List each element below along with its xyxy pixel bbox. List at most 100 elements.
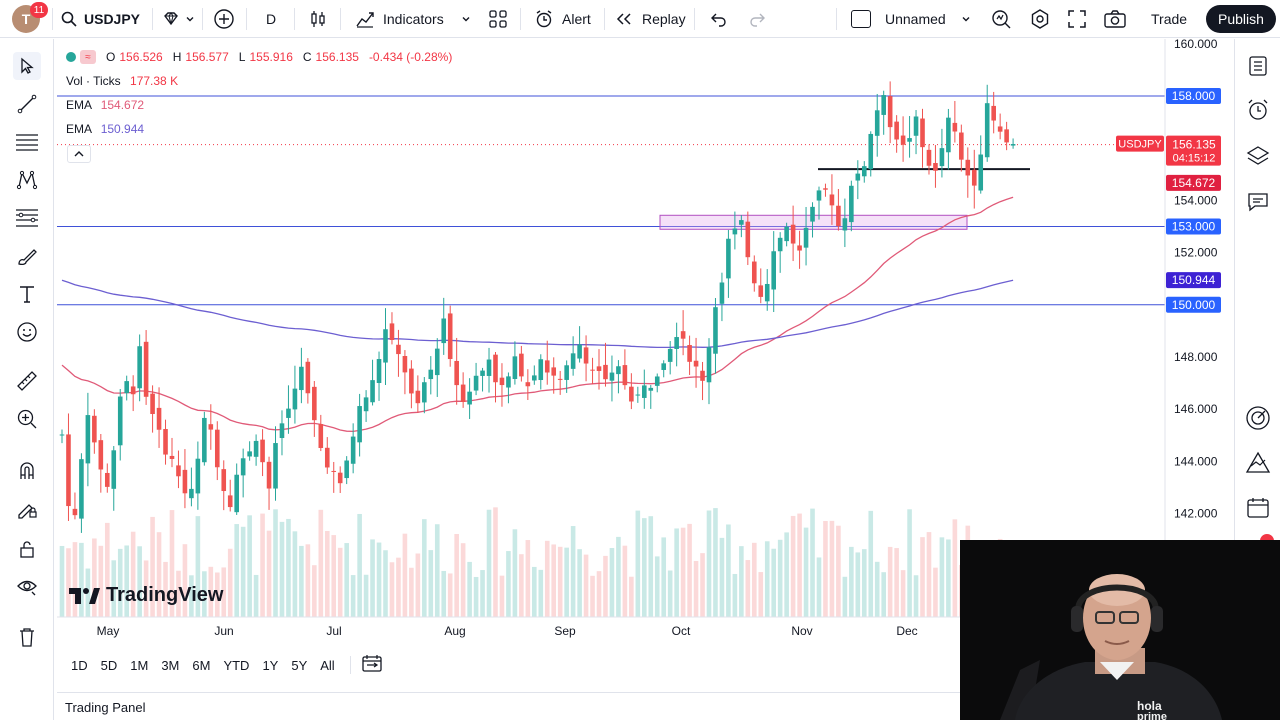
technicals-button[interactable] <box>1244 404 1272 432</box>
redo-button[interactable] <box>747 0 767 38</box>
trade-button[interactable]: Trade <box>1151 11 1188 27</box>
publish-button[interactable]: Publish <box>1206 5 1276 33</box>
text-tool[interactable] <box>13 280 41 308</box>
volume-bar <box>849 546 854 617</box>
candle <box>887 96 893 128</box>
object-tree-button[interactable] <box>1244 142 1272 170</box>
candle <box>447 313 453 360</box>
replay-button[interactable]: Replay <box>614 0 686 38</box>
volume-bar <box>370 539 375 617</box>
candle <box>370 380 375 403</box>
emoji-tool[interactable] <box>13 318 41 346</box>
timeframe-ytd[interactable]: YTD <box>223 657 250 673</box>
candle <box>156 407 162 430</box>
volume-bar <box>590 575 595 617</box>
settings-button[interactable] <box>1029 0 1051 38</box>
volume-bar <box>764 541 770 617</box>
horizontal-lines-tool[interactable] <box>13 128 41 156</box>
watchlist-button[interactable] <box>1244 52 1272 80</box>
volume-bar <box>544 540 550 617</box>
volume-label: Vol · Ticks <box>66 74 121 88</box>
indicators-dropdown[interactable] <box>460 0 472 38</box>
candle <box>227 495 233 508</box>
layout-menu[interactable]: Unnamed <box>851 0 972 38</box>
month-tick: Nov <box>791 624 812 638</box>
timeframe-5d[interactable]: 5D <box>100 657 118 673</box>
market-open-dot <box>66 52 76 62</box>
volume-bar <box>480 570 485 617</box>
lock-drawings-tool[interactable] <box>13 535 41 563</box>
timeframe-1m[interactable]: 1M <box>130 657 149 673</box>
candle <box>486 359 492 376</box>
symbol-search[interactable]: USDJPY <box>60 0 140 38</box>
chat-icon <box>1248 193 1268 212</box>
undo-icon <box>711 13 726 27</box>
alert-button[interactable]: Alert <box>534 0 591 38</box>
fib-retracement-icon <box>16 209 38 227</box>
date-range-button[interactable] <box>361 653 383 678</box>
volume-bar <box>933 567 938 617</box>
candle <box>771 251 776 290</box>
timeframe-5y[interactable]: 5Y <box>291 657 308 673</box>
fib-tool[interactable] <box>13 204 41 232</box>
volume-bar <box>240 526 246 617</box>
snapshot-button[interactable] <box>1103 0 1127 38</box>
pattern-tool[interactable] <box>13 166 41 194</box>
notification-badge: 11 <box>30 2 48 18</box>
open-value: 156.526 <box>119 50 163 64</box>
ideas-button[interactable] <box>1244 449 1272 477</box>
indicators-button[interactable]: Indicators <box>355 0 444 38</box>
timeframe-1d[interactable]: 1D <box>71 657 88 673</box>
candle <box>557 378 563 380</box>
ema-slow-legend[interactable]: EMA 150.944 <box>66 122 144 136</box>
timeframe-1y[interactable]: 1Y <box>262 657 279 673</box>
candle <box>700 370 705 381</box>
add-symbol-button[interactable] <box>213 0 235 38</box>
trend-line-tool[interactable] <box>13 90 41 118</box>
volume-bar <box>797 513 802 617</box>
compare-symbol-button[interactable] <box>162 0 196 38</box>
undo-button[interactable] <box>709 0 729 38</box>
candle <box>596 366 602 371</box>
quick-search-button[interactable] <box>990 0 1012 38</box>
timeframe-6m[interactable]: 6M <box>192 657 211 673</box>
candle <box>551 367 557 376</box>
fullscreen-button[interactable] <box>1067 0 1087 38</box>
collapse-legend-button[interactable] <box>67 145 91 163</box>
alerts-panel-button[interactable] <box>1244 96 1272 124</box>
candle <box>913 116 919 136</box>
templates-button[interactable] <box>488 0 508 38</box>
brush-tool[interactable] <box>13 242 41 270</box>
timeframe-all[interactable]: All <box>320 657 335 673</box>
user-avatar[interactable]: T 11 <box>12 0 48 38</box>
volume-bar <box>777 539 783 617</box>
stay-in-drawing-tool[interactable] <box>13 495 41 523</box>
cursor-tool[interactable] <box>13 52 41 80</box>
volume-bar <box>855 552 861 617</box>
volume-legend[interactable]: Vol · Ticks 177.38 K <box>66 74 178 88</box>
volume-bar <box>946 539 951 617</box>
hide-drawings-tool[interactable] <box>13 572 41 600</box>
volume-bar <box>318 509 324 617</box>
alarm-clock-icon <box>1248 99 1268 120</box>
volume-bar <box>706 510 712 617</box>
indicators-icon <box>356 12 374 28</box>
tradingview-watermark[interactable]: TradingView <box>68 584 223 607</box>
remove-drawings-tool[interactable] <box>13 623 41 651</box>
calendar-button[interactable] <box>1244 494 1272 522</box>
cursor-icon <box>21 57 34 74</box>
candle <box>674 337 679 349</box>
candle <box>881 95 886 115</box>
ruler-tool[interactable] <box>13 367 41 395</box>
zoom-tool[interactable] <box>13 405 41 433</box>
ema-fast-legend[interactable]: EMA 154.672 <box>66 98 144 112</box>
volume-bar <box>661 537 667 617</box>
candle <box>350 436 356 464</box>
chart-type-button[interactable] <box>308 0 328 38</box>
timeframe-3m[interactable]: 3M <box>161 657 180 673</box>
chats-button[interactable] <box>1244 188 1272 216</box>
interval-button[interactable]: D <box>266 11 277 27</box>
magnet-tool[interactable] <box>13 457 41 485</box>
candle <box>1010 144 1016 146</box>
svg-text:prime: prime <box>1137 711 1167 720</box>
